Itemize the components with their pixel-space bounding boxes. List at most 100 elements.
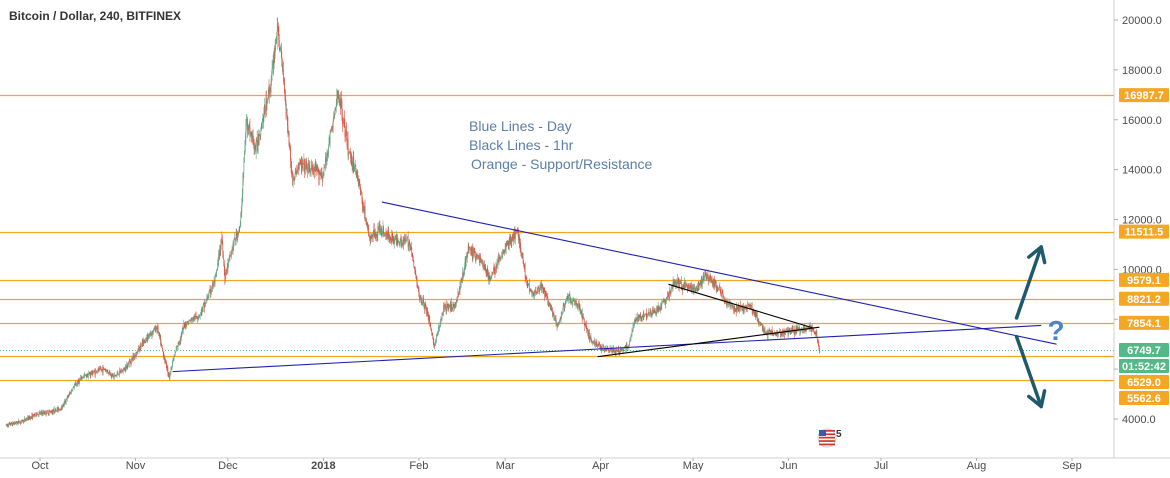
candle-down [646, 316, 648, 317]
price-axis[interactable]: 4000.06000.08000.010000.012000.014000.01… [1114, 15, 1169, 426]
candle-up [692, 287, 693, 291]
candle-down [543, 291, 545, 292]
projection-arrow-head-down [1027, 389, 1047, 409]
chart-title: Bitcoin / Dollar, 240, BITFINEX [9, 9, 181, 23]
candle-up [459, 286, 460, 293]
candle-down [325, 157, 327, 162]
level-price-tag[interactable] [1119, 375, 1169, 389]
candle-up [800, 331, 801, 333]
trend-lines[interactable] [172, 201, 1057, 373]
candle-down [576, 302, 577, 305]
level-price-tag[interactable] [1119, 315, 1169, 330]
countdown-tag[interactable] [1119, 359, 1169, 373]
candle-up [639, 316, 641, 318]
candle-down [496, 265, 497, 268]
projection-arrows[interactable] [1014, 245, 1047, 409]
candle-up [134, 355, 136, 358]
candle-up [482, 261, 483, 263]
candle-down [758, 320, 760, 325]
candle-down [364, 206, 366, 221]
candle-down [150, 332, 152, 335]
candle-up [638, 315, 640, 317]
trend-line-day[interactable] [172, 324, 1042, 373]
level-price-tag[interactable] [1119, 272, 1169, 287]
candle-up [206, 300, 207, 301]
candle-up [243, 154, 245, 163]
candle-down [783, 329, 785, 333]
candle-up [632, 325, 634, 331]
candle-down [512, 237, 513, 238]
candle-up [116, 374, 118, 375]
candle-up [173, 356, 175, 360]
candle-down [75, 383, 77, 386]
candle-down [429, 323, 431, 325]
candle-up [762, 327, 764, 331]
candle-up [139, 345, 141, 351]
candle-up [382, 231, 383, 233]
candle-up [106, 370, 108, 372]
candle-down [444, 304, 445, 309]
candle-down [462, 272, 464, 276]
candle-up [231, 250, 232, 255]
candle-down [538, 287, 539, 288]
candle-down [47, 411, 49, 414]
trend-line-1hr[interactable] [668, 283, 814, 329]
us-flag-event-icon[interactable]: 5 [817, 428, 842, 448]
candle-down [663, 301, 665, 302]
level-price-tag-label: 16987.7 [1124, 90, 1164, 102]
candle-up [307, 165, 309, 170]
candle-up [148, 336, 150, 339]
candle-up [54, 408, 56, 413]
level-price-tag[interactable] [1119, 391, 1169, 405]
candle-down [480, 259, 482, 262]
trend-line-1hr[interactable] [597, 326, 820, 358]
candle-up [649, 312, 650, 314]
candle-down [503, 250, 505, 252]
candle-up [79, 379, 80, 384]
candle-up [475, 257, 477, 261]
flag-stripe [819, 443, 835, 446]
candle-up [204, 302, 206, 307]
level-price-tag[interactable] [1119, 291, 1169, 306]
candle-up [80, 378, 81, 380]
candle-down [567, 297, 569, 301]
candle-down [474, 250, 475, 254]
candle-up [561, 315, 562, 317]
candle-down [365, 220, 367, 222]
candle-up [765, 333, 767, 334]
candle-up [371, 235, 373, 237]
candle-up [671, 287, 672, 289]
candle-up [31, 414, 33, 418]
candle-up [481, 261, 483, 263]
projection-arrow-up[interactable] [1014, 245, 1043, 320]
candle-up [777, 333, 779, 335]
level-price-tag[interactable] [1119, 224, 1169, 239]
current-price-tag[interactable] [1119, 343, 1169, 357]
candle-up [443, 304, 444, 313]
candle-down [771, 330, 773, 333]
candle-up [385, 232, 386, 236]
candle-up [775, 332, 777, 335]
candle-up [303, 164, 304, 165]
trend-line-day[interactable] [381, 201, 1057, 345]
question-mark-annotation: ? [1047, 315, 1064, 346]
candle-down [401, 240, 402, 246]
candle-down [474, 253, 476, 257]
candle-down [705, 271, 706, 276]
candle-down [50, 412, 52, 414]
candle-up [297, 165, 299, 166]
support-resistance-levels [0, 94, 1114, 382]
candle-down [136, 352, 138, 353]
candle-up [451, 307, 453, 310]
candle-up [76, 384, 77, 386]
candle-up [158, 332, 159, 334]
projection-arrow-down[interactable] [1014, 334, 1043, 409]
level-price-tag[interactable] [1119, 88, 1169, 103]
candle-down [433, 342, 435, 347]
candle-down [270, 88, 271, 93]
candle-up [131, 358, 132, 364]
candle-up [256, 139, 258, 142]
candle-up [160, 343, 162, 345]
